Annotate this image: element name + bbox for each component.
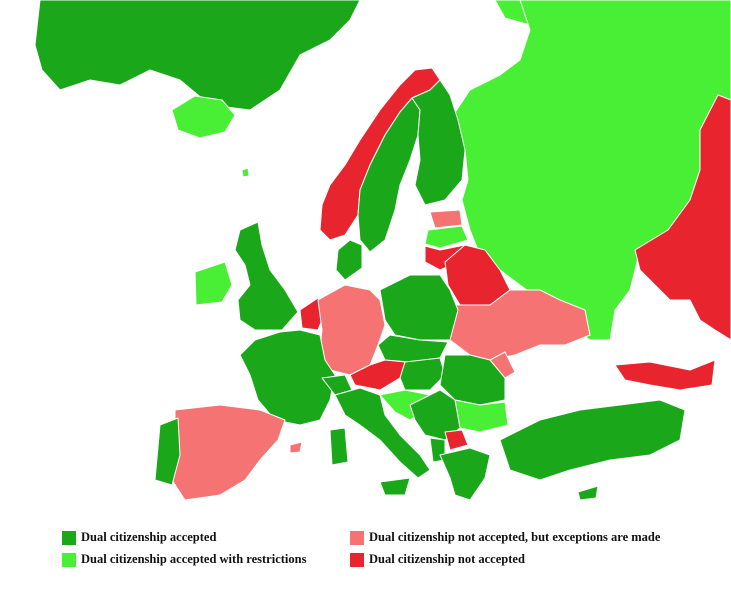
georgia (614, 359, 716, 391)
latvia (424, 225, 469, 249)
europe-map (34, 0, 731, 501)
denmark (335, 239, 363, 281)
legend-item-exceptions: Dual citizenship not accepted, but excep… (350, 530, 660, 545)
portugal (154, 417, 181, 486)
sweden (357, 97, 421, 253)
legend-label: Dual citizenship accepted (81, 530, 217, 544)
clipped-text-row (38, 588, 368, 597)
turkey (499, 399, 686, 481)
hungary (399, 357, 446, 391)
iceland (171, 95, 236, 139)
legend-label: Dual citizenship accepted with restricti… (81, 552, 307, 566)
cyprus (577, 485, 599, 501)
sardinia (329, 427, 349, 466)
legend-item-not-accepted: Dual citizenship not accepted (350, 552, 525, 567)
poland (379, 274, 459, 341)
greenland (34, 0, 361, 111)
estonia (429, 209, 463, 229)
legend-item-restricted: Dual citizenship accepted with restricti… (62, 552, 306, 567)
ireland (194, 261, 233, 306)
kazakhstan (634, 94, 731, 341)
legend-swatch (62, 552, 76, 567)
macedonia (444, 429, 469, 451)
france (239, 329, 336, 426)
legend-swatch (350, 530, 364, 545)
legend-swatch (62, 530, 76, 545)
legend-label: Dual citizenship not accepted, but excep… (369, 530, 661, 544)
romania (439, 354, 506, 406)
moldova (489, 351, 516, 379)
greece (439, 447, 491, 501)
legend-swatch (350, 552, 364, 567)
sicily (379, 477, 411, 496)
faroe (241, 167, 250, 178)
legend-label: Dual citizenship not accepted (369, 552, 525, 566)
spain (171, 404, 286, 501)
legend-item-accepted: Dual citizenship accepted (62, 530, 216, 545)
finland (411, 79, 466, 206)
uk (234, 221, 299, 331)
bulgaria (454, 399, 509, 433)
balearic (289, 441, 303, 454)
germany (317, 284, 386, 376)
